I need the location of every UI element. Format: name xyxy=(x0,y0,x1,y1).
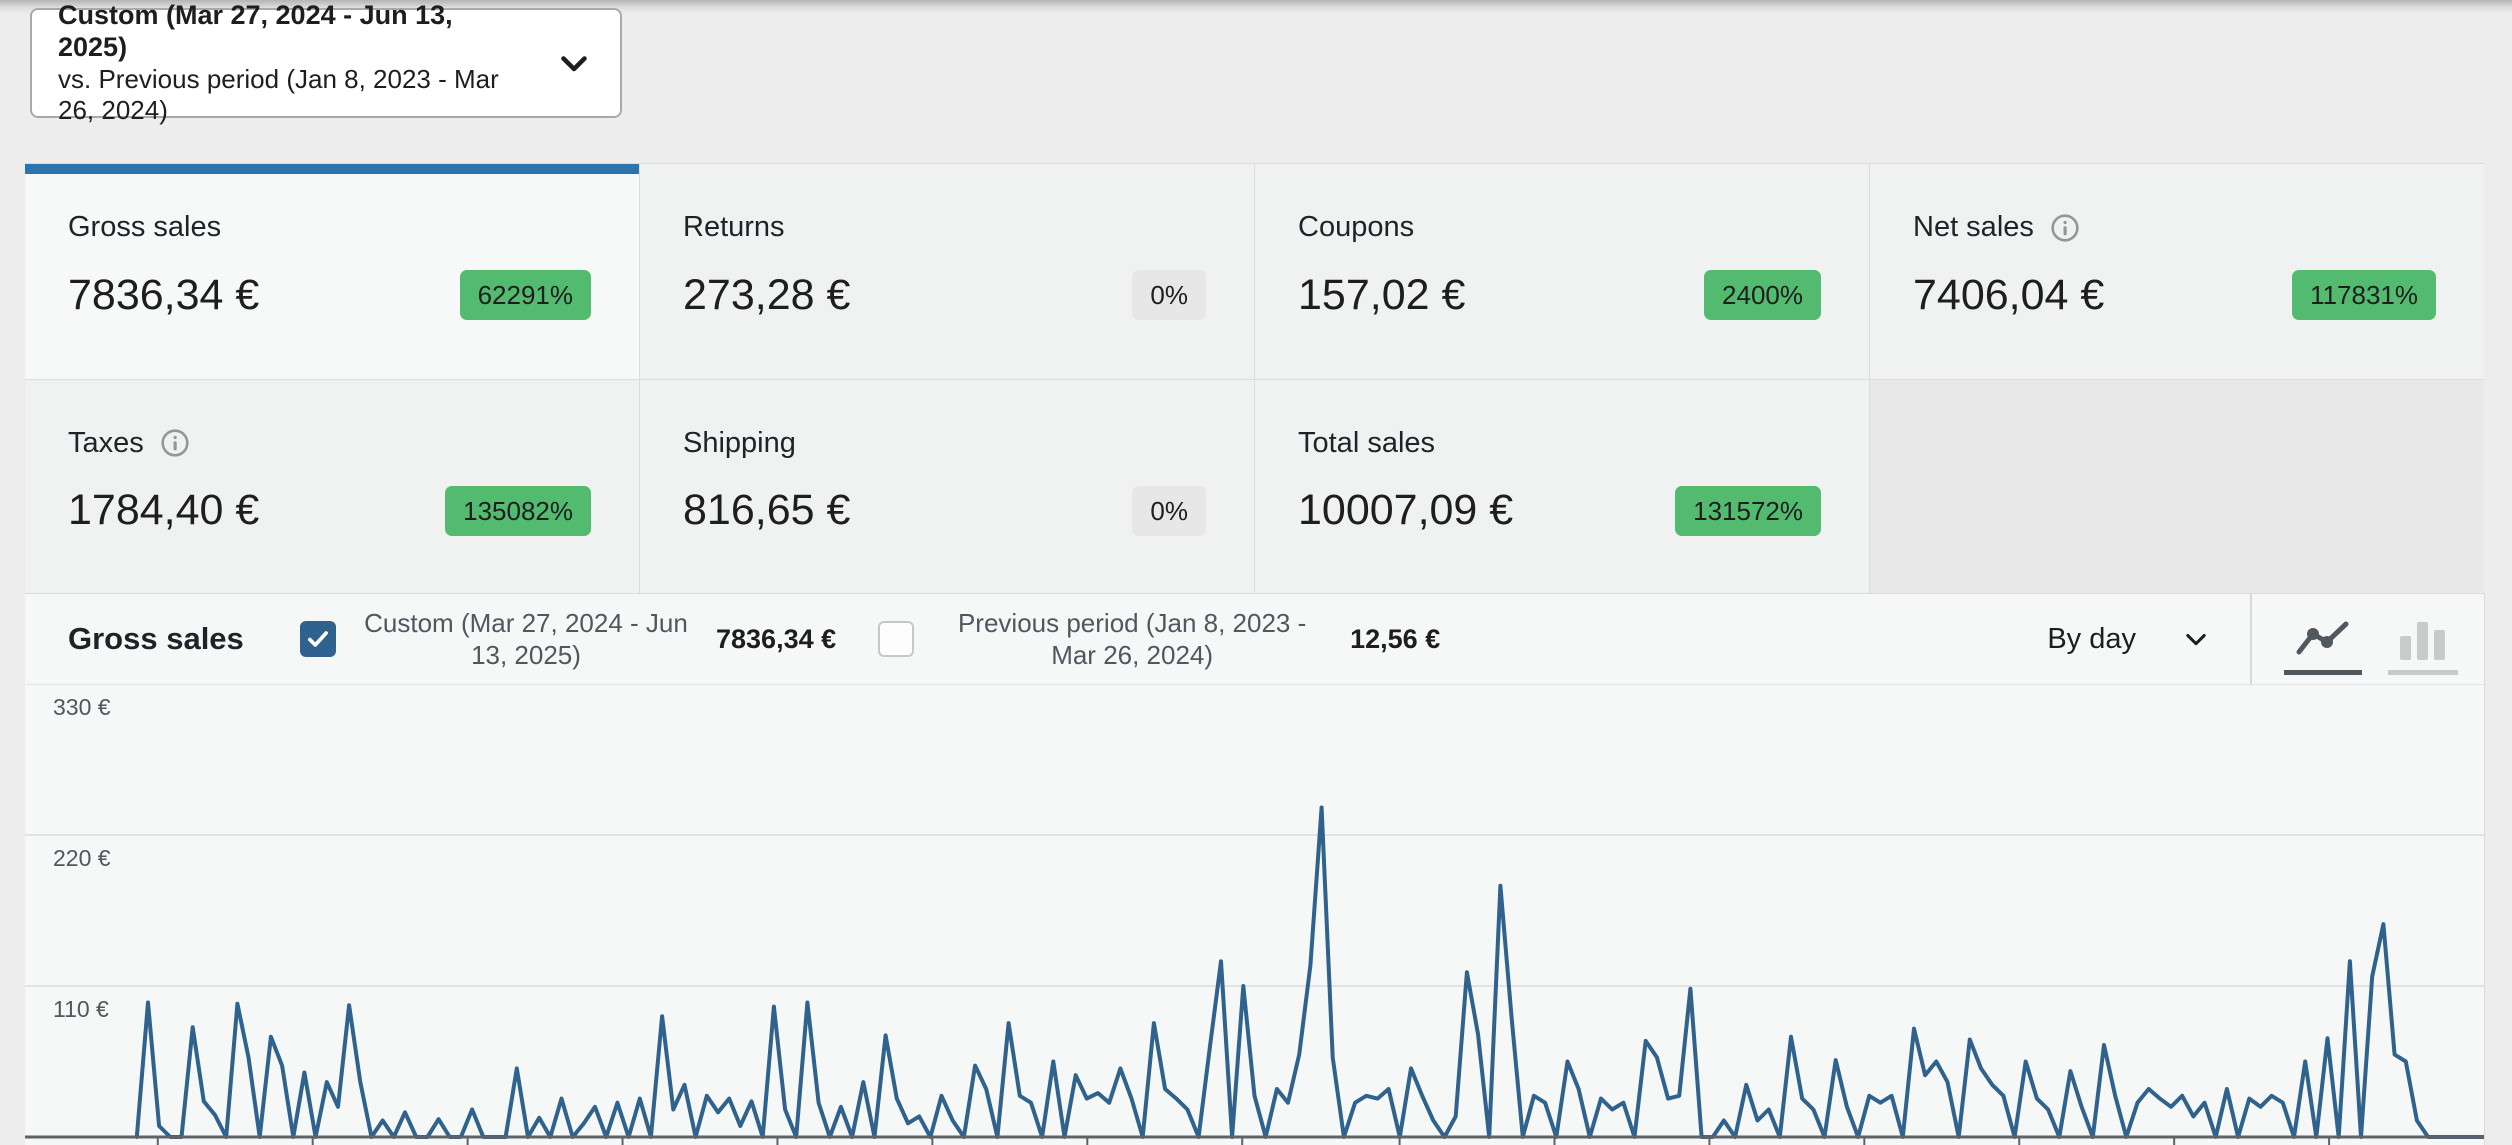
summary-card-net-sales[interactable]: Net sales 7406,04 € 117831% xyxy=(1870,164,2484,379)
line-chart-icon xyxy=(2296,621,2349,654)
chart-header: Gross sales Custom (Mar 27, 2024 - Jun 1… xyxy=(25,594,2484,684)
bar-chart-icon xyxy=(2400,621,2445,660)
card-value: 7836,34 € xyxy=(68,270,260,319)
card-label: Coupons xyxy=(1298,211,1415,243)
info-icon[interactable] xyxy=(2050,213,2080,243)
legend-value: 7836,34 € xyxy=(716,623,837,654)
date-range-selector[interactable]: Custom (Mar 27, 2024 - Jun 13, 2025) vs.… xyxy=(30,0,622,125)
interval-select[interactable]: By day xyxy=(2047,623,2210,656)
summary-card-shipping[interactable]: Shipping 816,65 € 0% xyxy=(640,379,1254,594)
delta-badge: 131572% xyxy=(1675,485,1821,536)
summary-stats-grid: Gross sales 7836,34 € 62291% Returns 273,28 … xyxy=(25,163,2484,594)
legend-checkbox-previous-period[interactable] xyxy=(878,621,915,657)
card-value: 7406,04 € xyxy=(1913,270,2105,319)
card-label: Taxes xyxy=(68,426,144,459)
summary-card-empty xyxy=(1870,379,2484,594)
legend-item-current-period[interactable]: Custom (Mar 27, 2024 - Jun 13, 2025) 7836… xyxy=(300,607,836,672)
delta-badge: 135082% xyxy=(445,485,591,536)
summary-card-total-sales[interactable]: Total sales 10007,09 € 131572% xyxy=(1255,379,1869,594)
info-icon[interactable] xyxy=(160,428,190,458)
date-range-text: Custom (Mar 27, 2024 - Jun 13, 2025) vs.… xyxy=(58,0,528,125)
chart-title: Gross sales xyxy=(68,621,244,656)
gross-sales-chart-panel: Gross sales Custom (Mar 27, 2024 - Jun 1… xyxy=(25,593,2485,1145)
card-label: Gross sales xyxy=(68,211,222,243)
card-value: 273,28 € xyxy=(683,270,851,319)
delta-badge: 0% xyxy=(1132,270,1206,320)
check-icon xyxy=(308,631,328,647)
legend-value: 12,56 € xyxy=(1350,623,1441,654)
date-range-primary: Custom (Mar 27, 2024 - Jun 13, 2025) xyxy=(58,0,453,63)
delta-badge: 0% xyxy=(1132,485,1206,536)
card-value: 10007,09 € xyxy=(1298,486,1514,534)
y-axis-label: 330 € xyxy=(53,694,111,720)
chart-plot-area: 330 € 220 € 110 € xyxy=(25,684,2484,1145)
summary-card-gross-sales[interactable]: Gross sales 7836,34 € 62291% xyxy=(25,164,639,379)
interval-label: By day xyxy=(2047,622,2136,655)
card-value: 157,02 € xyxy=(1298,270,1466,319)
y-axis-label: 110 € xyxy=(53,996,109,1022)
legend-label: Custom (Mar 27, 2024 - Jun 13, 2025) xyxy=(364,607,688,671)
header-divider xyxy=(2250,594,2252,684)
line-chart-type-button[interactable] xyxy=(2284,604,2362,675)
chart-svg xyxy=(25,684,2484,1145)
card-label: Net sales xyxy=(1913,211,2034,243)
delta-badge: 62291% xyxy=(459,270,591,320)
card-value: 816,65 € xyxy=(683,486,851,534)
card-label: Total sales xyxy=(1298,426,1436,459)
top-page-shadow xyxy=(0,0,2512,14)
card-label: Shipping xyxy=(683,426,796,459)
summary-card-taxes[interactable]: Taxes 1784,40 € 135082% xyxy=(25,379,639,594)
bar-chart-type-button[interactable] xyxy=(2388,604,2458,675)
chevron-down-icon xyxy=(2186,633,2206,646)
legend-label: Previous period (Jan 8, 2023 - Mar 26, 2… xyxy=(957,607,1307,671)
delta-badge: 2400% xyxy=(1704,270,1821,320)
legend-checkbox-current-period[interactable] xyxy=(300,621,336,657)
date-range-comparison: vs. Previous period (Jan 8, 2023 - Mar 2… xyxy=(58,64,499,125)
y-axis-label: 220 € xyxy=(53,845,111,871)
summary-card-returns[interactable]: Returns 273,28 € 0% xyxy=(640,164,1254,379)
card-value: 1784,40 € xyxy=(68,486,260,534)
legend-item-previous-period[interactable]: Previous period (Jan 8, 2023 - Mar 26, 2… xyxy=(878,607,1440,672)
delta-badge: 117831% xyxy=(2292,270,2436,320)
card-label: Returns xyxy=(683,211,785,243)
summary-card-coupons[interactable]: Coupons 157,02 € 2400% xyxy=(1255,164,1869,379)
chart-legend: Custom (Mar 27, 2024 - Jun 13, 2025) 7836… xyxy=(290,607,1440,672)
chevron-down-icon xyxy=(561,56,587,72)
